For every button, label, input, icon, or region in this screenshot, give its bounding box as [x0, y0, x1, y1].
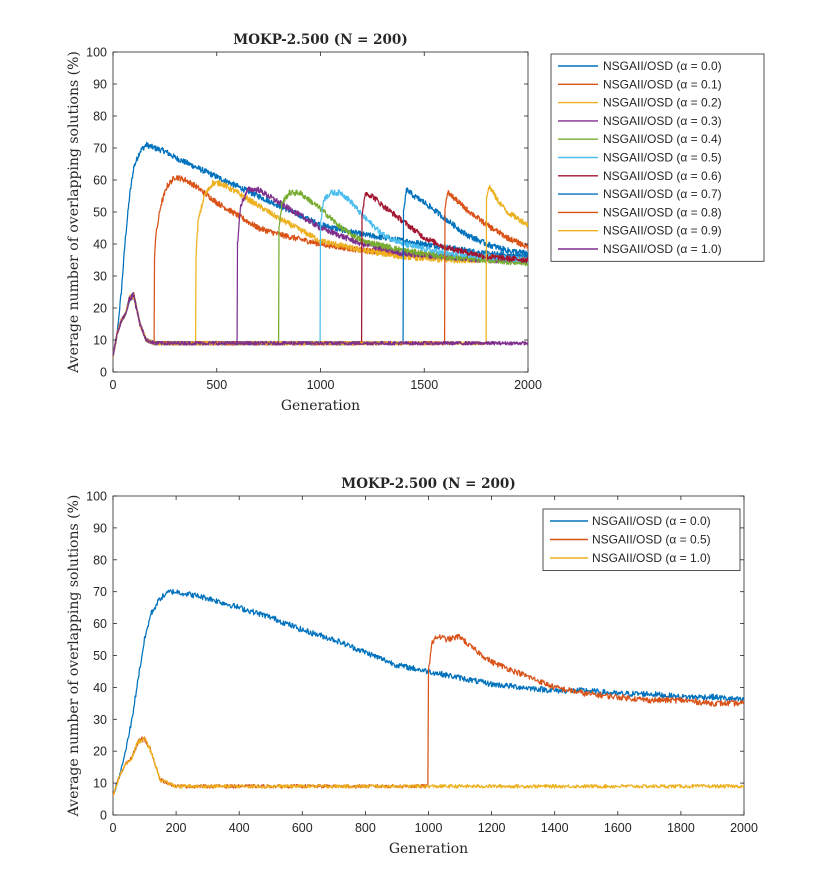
y-tick-label: 60: [93, 617, 107, 631]
y-tick-label: 10: [93, 777, 107, 791]
legend-label-9: NSGAII/OSD (α = 0.8): [603, 205, 722, 219]
legend-label-1: NSGAII/OSD (α = 0.0): [592, 514, 711, 528]
legend-label-2: NSGAII/OSD (α = 0.5): [592, 533, 711, 547]
x-tick-label: 400: [229, 821, 250, 835]
x-axis-label: Generation: [281, 398, 360, 414]
legend: NSGAII/OSD (α = 0.0) NSGAII/OSD (α = 0.1)…: [550, 53, 765, 262]
y-tick-label: 100: [86, 490, 107, 504]
x-tick-label: 1600: [604, 821, 632, 835]
x-tick-label: 1500: [410, 378, 438, 392]
x-tick-label: 1400: [541, 821, 569, 835]
x-tick-label: 1000: [415, 821, 443, 835]
x-tick-label: 1000: [307, 378, 335, 392]
x-tick-label: 0: [110, 378, 117, 392]
y-tick-label: 60: [93, 174, 107, 188]
x-tick-label: 500: [206, 378, 227, 392]
legend-label-11: NSGAII/OSD (α = 1.0): [603, 242, 722, 256]
chart-2: 0 200 400 600 800 1000 1200 1400 1600 1800 2000 0 10…: [66, 476, 758, 857]
series-group: [113, 588, 744, 797]
legend-label-7: NSGAII/OSD (α = 0.6): [603, 169, 722, 183]
legend-label-4: NSGAII/OSD (α = 0.3): [603, 114, 722, 128]
legend-label-8: NSGAII/OSD (α = 0.7): [603, 187, 722, 201]
y-tick-label: 20: [93, 745, 107, 759]
legend-label-10: NSGAII/OSD (α = 0.9): [603, 224, 722, 238]
y-tick-label: 100: [86, 46, 107, 60]
y-tick-label: 80: [93, 110, 107, 124]
y-tick-label: 50: [93, 206, 107, 220]
legend: NSGAII/OSD (α = 0.0) NSGAII/OSD (α = 0.5)…: [542, 508, 741, 571]
y-tick-label: 90: [93, 78, 107, 92]
chart-title: MOKP-2.500 (N = 200): [341, 476, 515, 492]
legend-label-2: NSGAII/OSD (α = 0.1): [603, 77, 722, 91]
x-axis-label: Generation: [389, 841, 468, 857]
y-tick-label: 10: [93, 334, 107, 348]
x-tick-label: 0: [110, 821, 117, 835]
y-tick-label: 40: [93, 681, 107, 695]
y-tick-label: 70: [93, 585, 107, 599]
y-axis-label: Average number of overlapping solutions …: [66, 51, 82, 374]
y-tick-label: 80: [93, 553, 107, 567]
series-line-3: [113, 737, 744, 797]
x-tick-label: 2000: [514, 378, 542, 392]
legend-label-3: NSGAII/OSD (α = 1.0): [592, 551, 711, 565]
chart-title: MOKP-2.500 (N = 200): [233, 32, 407, 48]
legend-label-1: NSGAII/OSD (α = 0.0): [603, 59, 722, 73]
x-tick-label: 2000: [730, 821, 758, 835]
x-tick-label: 1200: [478, 821, 506, 835]
y-tick-label: 0: [100, 366, 107, 380]
legend-label-6: NSGAII/OSD (α = 0.5): [603, 151, 722, 165]
y-tick-label: 20: [93, 302, 107, 316]
legend-label-5: NSGAII/OSD (α = 0.4): [603, 132, 722, 146]
legend-label-3: NSGAII/OSD (α = 0.2): [603, 96, 722, 110]
y-tick-label: 70: [93, 142, 107, 156]
x-tick-label: 1800: [667, 821, 695, 835]
series-group: [113, 141, 528, 358]
x-tick-label: 200: [166, 821, 187, 835]
x-tick-label: 800: [355, 821, 376, 835]
x-tick-label: 600: [292, 821, 313, 835]
y-tick-label: 40: [93, 238, 107, 252]
y-tick-label: 30: [93, 270, 107, 284]
chart-1: 0 500 1000 1500 2000 0 10 20 30 40 50 60 70 80 90 100 MO…: [66, 32, 765, 414]
y-axis-label: Average number of overlapping solutions …: [66, 495, 82, 818]
y-tick-label: 0: [100, 809, 107, 823]
y-tick-label: 90: [93, 521, 107, 535]
series-line-11: [113, 292, 528, 357]
y-tick-label: 30: [93, 713, 107, 727]
y-tick-label: 50: [93, 649, 107, 663]
